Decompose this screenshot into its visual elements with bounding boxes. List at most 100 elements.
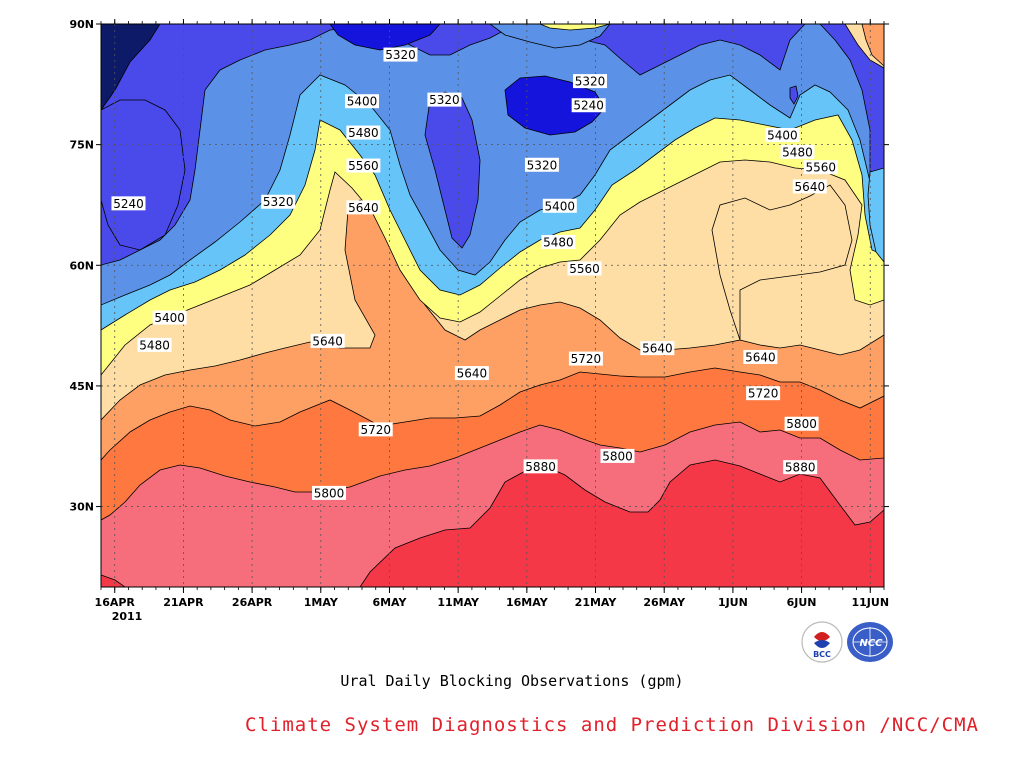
contour-label-bg: [568, 351, 603, 366]
contour-label-bg: [542, 198, 577, 213]
contour-label-bg: [383, 47, 418, 62]
x-tick-label: 26MAY: [643, 596, 686, 609]
x-tick-label: 26APR: [232, 596, 273, 609]
contour-label-bg: [573, 74, 608, 89]
plot-frame: [100, 23, 885, 588]
contour-label: 5480: [348, 126, 379, 140]
contour-labels: 5320 5320 5320 5240 5400 5480 5560 5640 5240 5320…: [111, 47, 838, 500]
contour-label-bg: [152, 310, 187, 325]
contour-label-bg: [310, 333, 345, 348]
contour-label: 5560: [569, 262, 600, 276]
contour-label: 5800: [602, 449, 633, 463]
chart-title: Ural Daily Blocking Observations (gpm): [340, 672, 684, 690]
contour-label: 5720: [571, 352, 602, 366]
contour-label: 5480: [139, 338, 170, 352]
x-axis: 16APR 21APR 26APR 1MAY 6MAY 11MAY 16MAY 21MAY 26…: [95, 596, 889, 609]
x-tick-label: 1MAY: [304, 596, 339, 609]
x-tick-label: 6JUN: [787, 596, 817, 609]
contour-label: 5800: [786, 417, 817, 431]
contour-label: 5320: [575, 75, 606, 89]
contour-label: 5320: [263, 195, 294, 209]
island-cyan-east: [867, 167, 884, 263]
contour-label: 5640: [745, 350, 776, 364]
x-tick-label: 16MAY: [506, 596, 549, 609]
x-tick-label: 6MAY: [372, 596, 407, 609]
contour-label: 5880: [525, 460, 556, 474]
contour-label-bg: [346, 200, 381, 215]
contour-label-bg: [541, 234, 576, 249]
contour-label-bg: [346, 125, 381, 140]
contour-label: 5560: [348, 159, 379, 173]
contour-label-bg: [743, 349, 778, 364]
island-red-corner: [101, 574, 126, 587]
band-below-5240: [101, 24, 161, 111]
y-tick-label: 90N: [69, 18, 94, 31]
contour-label: 5720: [748, 387, 779, 401]
contour-label: 5640: [457, 367, 488, 381]
contour-label: 5640: [312, 334, 343, 348]
contour-label: 5880: [785, 461, 816, 475]
contour-label-bg: [358, 422, 393, 437]
contour-label: 5480: [543, 235, 574, 249]
island-5320-north: [489, 24, 611, 49]
y-tick-label: 60N: [69, 259, 94, 272]
y-axis: 90N 75N 60N 45N 30N: [69, 18, 94, 514]
y-tick-label: 30N: [69, 501, 94, 514]
x-tick-label: 11MAY: [437, 596, 480, 609]
x-year-label: 2011: [112, 610, 143, 623]
contour-label-bg: [783, 460, 818, 475]
y-tick-label: 45N: [69, 380, 94, 393]
credit-line: Climate System Diagnostics and Predictio…: [245, 714, 979, 736]
island-blue-6jun: [789, 85, 799, 105]
contour-label: 5240: [113, 197, 144, 211]
contour-label: 5480: [782, 145, 813, 159]
x-tick-label: 11JUN: [851, 596, 889, 609]
contour-label-bg: [640, 341, 675, 356]
contour-label: 5640: [642, 342, 673, 356]
contour-label: 5640: [795, 180, 826, 194]
contour-label: 5400: [347, 95, 378, 109]
contour-label: 5400: [154, 311, 185, 325]
svg-text:NCC: NCC: [859, 638, 883, 649]
bcc-logo-icon: BCC: [801, 621, 843, 663]
island-5320-west: [101, 99, 186, 251]
contour-label-bg: [261, 194, 296, 209]
contour-label-bg: [137, 337, 172, 352]
contour-label-bg: [784, 416, 819, 431]
contour-label-bg: [523, 459, 558, 474]
contour-label-bg: [111, 196, 146, 211]
contour-label-bg: [803, 160, 838, 175]
contour-label: 5320: [385, 48, 416, 62]
plot-area: [101, 24, 884, 587]
contour-label: 5720: [360, 423, 391, 437]
contour-label: 5320: [429, 93, 460, 107]
contour-label-bg: [780, 144, 815, 159]
island-5320-mid: [424, 91, 481, 249]
island-yellow-top: [539, 24, 611, 31]
contour-label-bg: [571, 98, 606, 113]
contour-label: 5400: [767, 128, 798, 142]
island-5720-ne: [861, 24, 884, 67]
contour-label-bg: [312, 485, 347, 500]
contour-label-bg: [600, 448, 635, 463]
contour-label-bg: [567, 261, 602, 276]
island-blue-1: [329, 24, 441, 51]
contour-label: 5560: [806, 161, 837, 175]
contour-label: 5800: [314, 486, 345, 500]
svg-text:BCC: BCC: [813, 650, 831, 659]
contour-label-bg: [454, 366, 489, 381]
x-tick-label: 16APR: [95, 596, 136, 609]
x-tick-label: 1JUN: [718, 596, 748, 609]
ncc-logo-icon: NCC: [847, 622, 893, 662]
axis-ticks: [96, 19, 889, 593]
contour-label-bg: [524, 157, 559, 172]
contour-label-bg: [346, 158, 381, 173]
contour-label-bg: [765, 127, 800, 142]
island-blue-2: [504, 75, 606, 136]
y-tick-label: 75N: [69, 139, 94, 152]
x-tick-label: 21MAY: [575, 596, 618, 609]
contour-label-bg: [427, 92, 462, 107]
contour-label: 5640: [348, 201, 379, 215]
contour-label-bg: [345, 94, 379, 109]
